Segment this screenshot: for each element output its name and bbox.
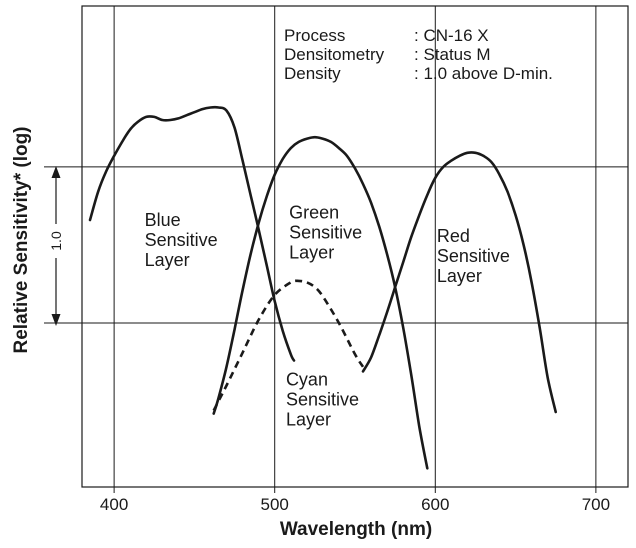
x-tick-label-400: 400: [100, 495, 128, 514]
info-value-densitometry: : Status M: [414, 45, 491, 64]
series-label-cyan-3: Layer: [286, 409, 331, 429]
scale-indicator: 1.0: [47, 166, 65, 326]
x-axis-label: Wavelength (nm): [280, 519, 432, 540]
curve-labels: BlueSensitiveLayerGreenSensitiveLayerRed…: [145, 202, 510, 429]
series-label-green-1: Green: [289, 202, 339, 222]
series-label-blue-2: Sensitive: [145, 230, 218, 250]
x-tick-label-700: 700: [582, 495, 610, 514]
info-value-density: : 1.0 above D-min.: [414, 64, 553, 83]
series-label-cyan-2: Sensitive: [286, 389, 359, 409]
y-axis-label: Relative Sensitivity* (log): [11, 126, 32, 353]
info-key-process: Process: [284, 26, 345, 45]
info-box: Process : CN-16 X Densitometry : Status …: [284, 26, 553, 83]
series-label-blue-3: Layer: [145, 250, 190, 270]
series-line-red: [361, 151, 557, 414]
grid-lines: [44, 6, 628, 487]
curves: [88, 105, 557, 470]
series-label-red-1: Red: [437, 226, 470, 246]
scale-label-bg: [47, 224, 65, 258]
series-label-green-2: Sensitive: [289, 222, 362, 242]
x-tick-labels: 400 500 600 700: [100, 487, 610, 514]
scale-label: 1.0: [48, 231, 64, 251]
series-label-red-2: Sensitive: [437, 246, 510, 266]
x-tick-label-600: 600: [421, 495, 449, 514]
x-tick-label-500: 500: [261, 495, 289, 514]
series-label-blue-1: Blue: [145, 210, 181, 230]
scale-arrow-up-icon: [51, 166, 61, 178]
series-label-cyan-1: Cyan: [286, 369, 328, 389]
series-line-cyan: [212, 279, 365, 412]
series-line-blue: [88, 105, 296, 362]
info-value-process: : CN-16 X: [414, 26, 489, 45]
series-label-red-3: Layer: [437, 266, 482, 286]
info-key-densitometry: Densitometry: [284, 45, 385, 64]
info-key-density: Density: [284, 64, 341, 83]
series-label-green-3: Layer: [289, 242, 334, 262]
series-line-green: [212, 135, 429, 470]
scale-arrow-down-icon: [51, 314, 61, 326]
plot-frame: [81, 5, 629, 488]
